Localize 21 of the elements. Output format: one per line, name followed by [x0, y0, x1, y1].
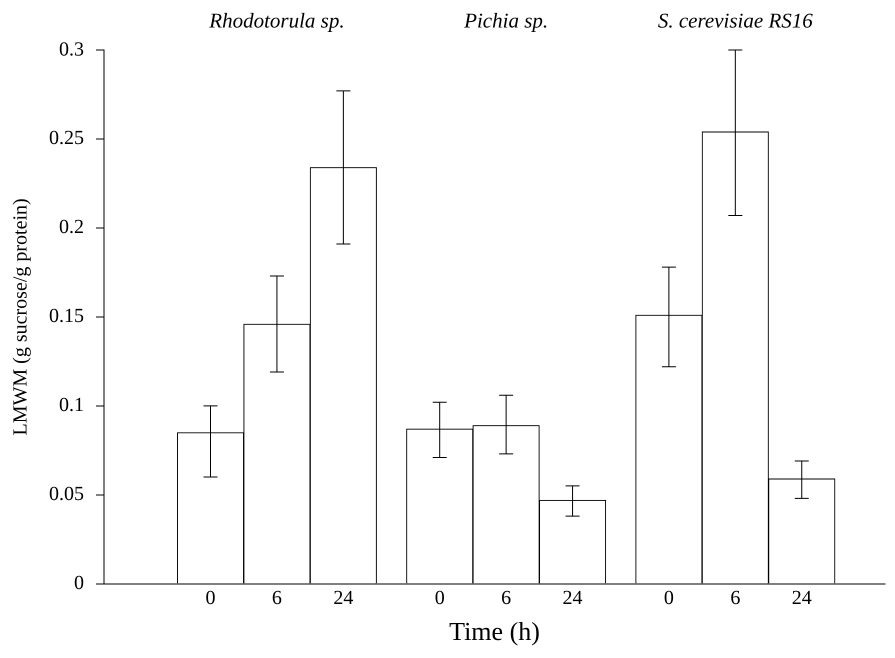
x-tick-label: 24 — [333, 587, 354, 610]
y-tick-label: 0.1 — [59, 394, 84, 416]
y-tick-label: 0.15 — [49, 305, 84, 328]
x-tick-label: 24 — [792, 587, 812, 610]
x-tick-label: 0 — [434, 587, 445, 610]
y-tick-label: 0 — [74, 572, 84, 594]
x-tick-label: 0 — [206, 587, 216, 610]
y-axis-title: LMWM (g sucrose/g protein) — [9, 198, 32, 436]
y-tick-label: 0.3 — [59, 38, 84, 60]
text: S. cerevisiae RS16 — [658, 8, 814, 33]
x-tick-label: 24 — [562, 587, 583, 610]
x-tick-label: 6 — [730, 587, 740, 610]
y-tick-label: 0.05 — [49, 483, 84, 506]
x-tick-label: 0 — [664, 587, 674, 610]
x-tick-label: 6 — [272, 587, 282, 610]
x-axis-title: Time (h) — [449, 617, 540, 646]
x-tick-label: 6 — [501, 587, 512, 610]
text: Rhodotorula sp. — [208, 8, 345, 33]
text: Pichia sp. — [463, 8, 548, 33]
y-tick-label: 0.25 — [49, 127, 84, 150]
y-tick-label: 0.2 — [59, 216, 84, 238]
